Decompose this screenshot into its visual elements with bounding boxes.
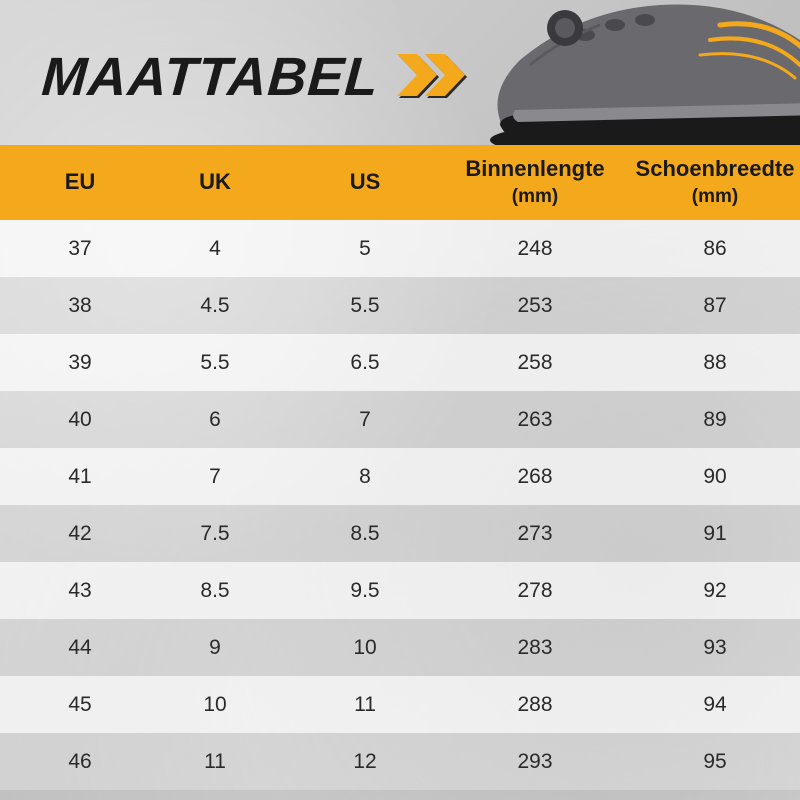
- table-cell: 12: [290, 750, 440, 774]
- table-cell: 39: [0, 351, 140, 375]
- table-cell: 268: [440, 465, 630, 489]
- table-row: 46111229395: [0, 733, 800, 790]
- table-cell: 11: [290, 693, 440, 717]
- table-cell: 5.5: [290, 294, 440, 318]
- table-cell: 278: [440, 579, 630, 603]
- table-cell: 9: [140, 636, 290, 660]
- table-cell: 38: [0, 294, 140, 318]
- table-cell: 8.5: [290, 522, 440, 546]
- table-cell: 43: [0, 579, 140, 603]
- title-row: MAATTABEL: [42, 46, 477, 108]
- table-cell: 9.5: [290, 579, 440, 603]
- table-cell: 7: [140, 465, 290, 489]
- table-row: 406726389: [0, 391, 800, 448]
- table-cell: 92: [630, 579, 800, 603]
- table-cell: 88: [630, 351, 800, 375]
- column-header: US: [290, 169, 440, 195]
- table-cell: 263: [440, 408, 630, 432]
- table-cell: 95: [630, 750, 800, 774]
- column-header: Schoenbreedte(mm): [630, 156, 800, 209]
- table-cell: 94: [630, 693, 800, 717]
- table-cell: 6.5: [290, 351, 440, 375]
- table-row: 395.56.525888: [0, 334, 800, 391]
- table-cell: 258: [440, 351, 630, 375]
- table-cell: 4: [140, 237, 290, 261]
- table-cell: 40: [0, 408, 140, 432]
- table-cell: 45: [0, 693, 140, 717]
- table-cell: 253: [440, 294, 630, 318]
- table-cell: 273: [440, 522, 630, 546]
- table-cell: 10: [140, 693, 290, 717]
- table-cell: 41: [0, 465, 140, 489]
- table-row: 4491028393: [0, 619, 800, 676]
- table-cell: 87: [630, 294, 800, 318]
- table-cell: 46: [0, 750, 140, 774]
- size-table: EUUKUSBinnenlengte(mm)Schoenbreedte(mm) …: [0, 145, 800, 790]
- table-header: EUUKUSBinnenlengte(mm)Schoenbreedte(mm): [0, 145, 800, 220]
- table-cell: 37: [0, 237, 140, 261]
- table-cell: 91: [630, 522, 800, 546]
- table-cell: 86: [630, 237, 800, 261]
- table-row: 374524886: [0, 220, 800, 277]
- table-cell: 7.5: [140, 522, 290, 546]
- table-cell: 6: [140, 408, 290, 432]
- column-header: EU: [0, 169, 140, 195]
- table-cell: 42: [0, 522, 140, 546]
- table-cell: 8.5: [140, 579, 290, 603]
- table-row: 45101128894: [0, 676, 800, 733]
- table-cell: 8: [290, 465, 440, 489]
- table-row: 427.58.527391: [0, 505, 800, 562]
- table-cell: 248: [440, 237, 630, 261]
- table-cell: 288: [440, 693, 630, 717]
- table-cell: 293: [440, 750, 630, 774]
- table-cell: 5.5: [140, 351, 290, 375]
- table-row: 438.59.527892: [0, 562, 800, 619]
- table-cell: 5: [290, 237, 440, 261]
- table-cell: 11: [140, 750, 290, 774]
- table-cell: 10: [290, 636, 440, 660]
- table-cell: 89: [630, 408, 800, 432]
- table-cell: 283: [440, 636, 630, 660]
- column-header: UK: [140, 169, 290, 195]
- column-header: Binnenlengte(mm): [440, 156, 630, 209]
- table-row: 384.55.525387: [0, 277, 800, 334]
- table-cell: 4.5: [140, 294, 290, 318]
- table-cell: 7: [290, 408, 440, 432]
- table-cell: 90: [630, 465, 800, 489]
- table-row: 417826890: [0, 448, 800, 505]
- table-cell: 44: [0, 636, 140, 660]
- page-title: MAATTABEL: [40, 46, 381, 108]
- table-cell: 93: [630, 636, 800, 660]
